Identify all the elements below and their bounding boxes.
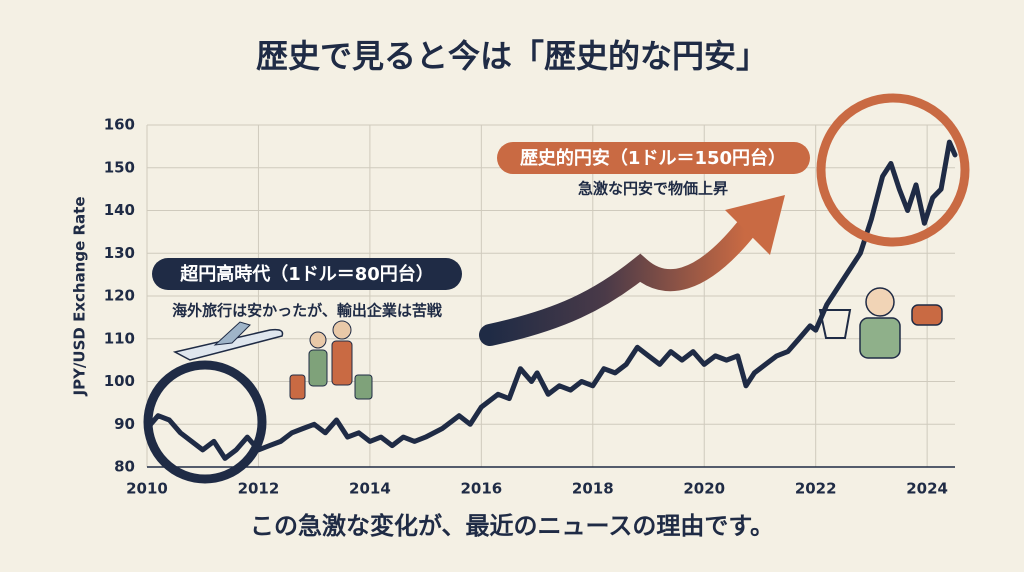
y-tick-label: 90 <box>114 415 135 433</box>
x-tick-label: 2022 <box>795 480 837 498</box>
callout-label: 超円高時代（1ドル＝80円台） <box>180 263 434 285</box>
x-tick-label: 2024 <box>906 480 948 498</box>
airplane-illustration <box>172 321 284 361</box>
x-tick-label: 2014 <box>349 480 391 498</box>
footer-text: この急激な変化が、最近のニュースの理由です。 <box>250 512 774 540</box>
x-tick-label: 2020 <box>683 480 725 498</box>
y-tick-label: 120 <box>104 287 135 305</box>
highlight-circle <box>816 93 970 247</box>
x-tick-label: 2018 <box>572 480 614 498</box>
callout-note: 海外旅行は安かったが、輸出企業は苦戦 <box>172 302 443 320</box>
y-tick-label: 130 <box>104 244 135 262</box>
arrow-head <box>725 195 785 255</box>
x-tick-label: 2010 <box>126 480 168 498</box>
highlight-circle <box>143 360 267 484</box>
x-tick-label: 2016 <box>460 480 502 498</box>
callout-note: 急激な円安で物価上昇 <box>578 180 728 198</box>
chart-title: 歴史で見ると今は「歴史的な円安」 <box>256 37 768 75</box>
y-tick-label: 100 <box>104 372 135 390</box>
trend-arrow <box>479 219 756 346</box>
plot-area: 80 90 100 110 120 130 140 150 160 2010 2012 2014 201… <box>104 116 958 498</box>
y-tick-label: 80 <box>114 458 135 476</box>
callout-pill <box>497 142 810 174</box>
callout-pill <box>152 258 462 290</box>
rate-line <box>144 139 958 461</box>
y-tick-label: 150 <box>104 158 135 176</box>
callout-label: 歴史的円安（1ドル＝150円台） <box>520 147 786 169</box>
travelers-illustration <box>289 320 373 400</box>
y-tick-label: 140 <box>104 201 135 219</box>
y-axis-label: JPY/USD Exchange Rate <box>71 196 89 396</box>
x-tick-label: 2012 <box>238 480 280 498</box>
y-tick-label: 110 <box>104 329 135 347</box>
shopper-illustration <box>818 287 943 359</box>
y-tick-label: 160 <box>104 116 135 134</box>
